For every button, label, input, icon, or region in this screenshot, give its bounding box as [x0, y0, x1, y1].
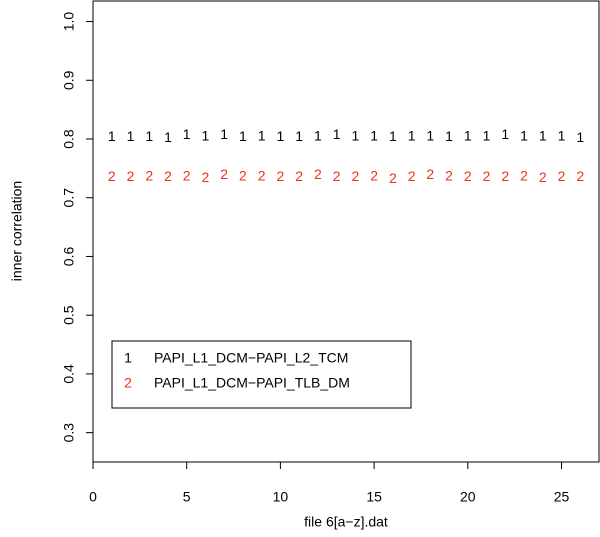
point: 2	[576, 168, 584, 184]
point: 2	[277, 168, 285, 184]
point: 1	[483, 127, 491, 143]
legend-label: PAPI_L1_DCM−PAPI_L2_TCM	[154, 350, 348, 366]
point: 1	[220, 126, 228, 142]
y-tick-label: 0.9	[61, 70, 77, 90]
point: 1	[370, 127, 378, 143]
point: 2	[370, 167, 378, 183]
x-tick-label: 0	[89, 489, 97, 505]
point: 1	[127, 128, 135, 144]
plot-frame	[92, 0, 600, 463]
point: 2	[520, 167, 528, 183]
point: 2	[389, 170, 397, 186]
x-tick-label: 5	[183, 489, 191, 505]
y-tick-label: 0.5	[61, 305, 77, 325]
point: 2	[483, 168, 491, 184]
point: 1	[576, 129, 584, 145]
point: 2	[239, 167, 247, 183]
point: 2	[220, 166, 228, 182]
point: 1	[351, 127, 359, 143]
point: 1	[426, 127, 434, 143]
point: 1	[389, 128, 397, 144]
x-tick-label: 10	[273, 489, 289, 505]
point: 2	[127, 168, 135, 184]
point: 1	[314, 127, 322, 143]
point: 1	[108, 128, 116, 144]
point: 2	[202, 169, 210, 185]
point: 1	[202, 127, 210, 143]
y-tick-label: 1.0	[61, 12, 77, 32]
point: 1	[539, 127, 547, 143]
point: 2	[426, 166, 434, 182]
point: 1	[277, 128, 285, 144]
y-tick-label: 0.6	[61, 247, 77, 267]
legend-symbol: 1	[124, 350, 132, 366]
point: 1	[501, 126, 509, 142]
point: 1	[183, 126, 191, 142]
point: 2	[258, 167, 266, 183]
point: 1	[464, 127, 472, 143]
point: 2	[295, 168, 303, 184]
point: 2	[351, 168, 359, 184]
y-axis-label: inner correlation	[9, 181, 25, 281]
point: 2	[314, 166, 322, 182]
x-axis-label: file 6[a−z].dat	[304, 514, 388, 530]
point: 2	[333, 168, 341, 184]
x-tick-label: 20	[460, 489, 476, 505]
point: 2	[408, 168, 416, 184]
point: 1	[408, 127, 416, 143]
x-tick-label: 25	[554, 489, 570, 505]
point: 1	[295, 128, 303, 144]
point: 2	[464, 168, 472, 184]
legend-symbol: 2	[124, 375, 132, 391]
point: 1	[520, 127, 528, 143]
point: 1	[258, 127, 266, 143]
point: 2	[501, 168, 509, 184]
point: 1	[164, 129, 172, 145]
y-tick-label: 0.3	[61, 423, 77, 443]
point: 1	[333, 126, 341, 142]
point: 2	[164, 168, 172, 184]
point: 2	[558, 168, 566, 184]
legend-box	[111, 340, 412, 409]
point: 1	[445, 128, 453, 144]
point: 1	[239, 128, 247, 144]
x-tick-label: 15	[366, 489, 382, 505]
point: 2	[445, 167, 453, 183]
point: 2	[108, 168, 116, 184]
y-tick-label: 0.8	[61, 129, 77, 149]
y-tick-label: 0.4	[61, 364, 77, 384]
legend-label: PAPI_L1_DCM−PAPI_TLB_DM	[154, 375, 350, 391]
point: 2	[145, 167, 153, 183]
point: 1	[145, 128, 153, 144]
point: 2	[183, 167, 191, 183]
y-tick-label: 0.7	[61, 188, 77, 208]
point: 2	[539, 169, 547, 185]
point: 1	[558, 127, 566, 143]
